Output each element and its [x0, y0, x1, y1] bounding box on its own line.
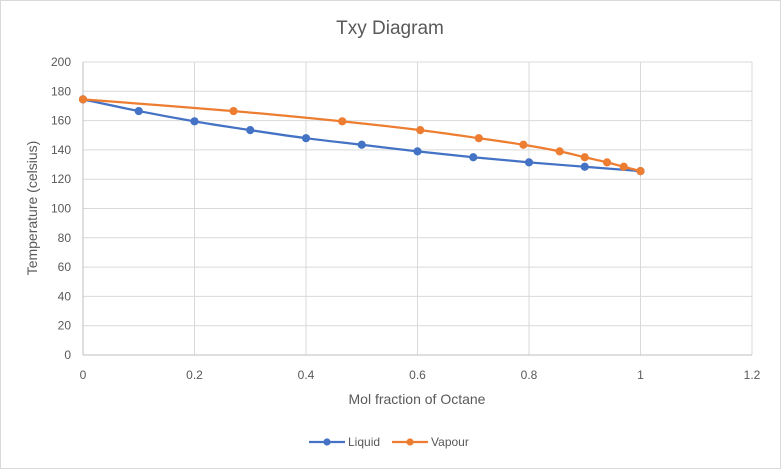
- legend-item-vapour: Vapour: [392, 435, 469, 449]
- y-tick-label: 80: [58, 231, 72, 245]
- y-tick-label: 120: [51, 172, 71, 186]
- legend: Liquid Vapour: [309, 435, 469, 449]
- liquid-point: [580, 162, 589, 171]
- vapour-point: [555, 147, 564, 156]
- gridlines: [83, 61, 753, 355]
- vapour-series: [78, 95, 645, 176]
- vapour-point: [636, 167, 645, 176]
- y-tick-label: 20: [58, 319, 72, 333]
- liquid-point: [524, 158, 534, 167]
- axes: [82, 62, 752, 356]
- vapour-point: [229, 106, 238, 116]
- y-tick-labels: 0 20 40 60 80 100 120 140 160 180 200: [51, 55, 71, 362]
- x-tick-label: 0.6: [409, 368, 426, 382]
- x-tick-label: 0: [80, 368, 87, 382]
- y-tick-label: 0: [64, 348, 71, 362]
- y-tick-label: 100: [51, 202, 71, 216]
- liquid-point: [413, 147, 422, 156]
- x-tick-label: 1.2: [744, 368, 761, 382]
- vapour-point: [416, 126, 425, 135]
- liquid-point: [134, 106, 143, 116]
- series-layer: [78, 95, 645, 176]
- legend-item-liquid: Liquid: [309, 435, 380, 449]
- vapour-point: [580, 153, 589, 162]
- vapour-line: [82, 98, 641, 173]
- y-tick-label: 40: [58, 289, 72, 303]
- liquid-series: [78, 95, 645, 176]
- liquid-point: [246, 126, 255, 135]
- liquid-line: [82, 98, 641, 173]
- y-tick-label: 60: [58, 260, 72, 274]
- y-axis-label: Temperature (celsius): [24, 141, 40, 276]
- vapour-point: [519, 140, 528, 149]
- x-tick-label: 0.8: [521, 368, 538, 382]
- y-tick-label: 160: [51, 114, 71, 128]
- y-tick-label: 180: [51, 84, 71, 98]
- y-tick-label: 200: [51, 55, 71, 69]
- vapour-point: [619, 162, 628, 171]
- liquid-point: [190, 117, 199, 126]
- x-tick-label: 0.4: [298, 368, 315, 382]
- liquid-point: [357, 140, 366, 149]
- chart-title: Txy Diagram: [336, 18, 444, 39]
- legend-label-liquid: Liquid: [348, 435, 380, 449]
- vapour-point: [474, 134, 483, 143]
- x-tick-label: 1: [637, 368, 644, 382]
- x-axis-label: Mol fraction of Octane: [349, 391, 486, 407]
- vapour-point: [78, 95, 88, 104]
- legend-marker-vapour: [406, 438, 414, 446]
- legend-marker-liquid: [323, 438, 331, 446]
- y-tick-label: 140: [51, 143, 71, 157]
- vapour-point: [602, 158, 612, 167]
- x-tick-labels: 0 0.2 0.4 0.6 0.8 1 1.2: [80, 368, 761, 382]
- x-tick-label: 0.2: [186, 368, 203, 382]
- liquid-point: [301, 134, 311, 143]
- vapour-point: [338, 117, 347, 126]
- legend-label-vapour: Vapour: [431, 435, 469, 449]
- liquid-point: [469, 153, 478, 162]
